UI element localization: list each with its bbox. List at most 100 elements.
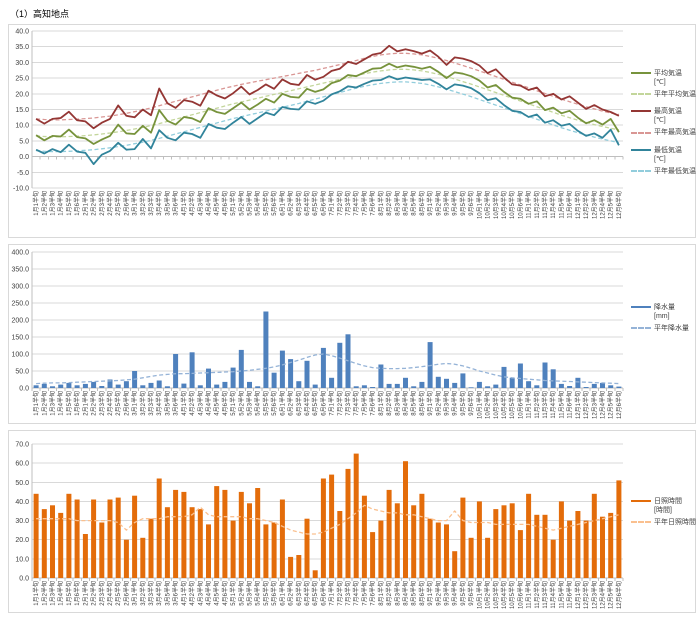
svg-text:11月3半旬: 11月3半旬 [541,581,549,609]
temperature-plot: -10.0 -5.0 0.0 5.0 10.0 15.0 20.0 25.0 30.0 35.0 4… [13,29,624,219]
svg-text:3月6半旬: 3月6半旬 [172,391,180,416]
svg-text:8月6半旬: 8月6半旬 [418,581,426,606]
svg-text:6月4半旬: 6月4半旬 [303,191,311,216]
legend-unit: [℃] [654,79,666,87]
temperature-chart: -10.0 -5.0 0.0 5.0 10.0 15.0 20.0 25.0 30.0 35.0 4… [8,24,696,238]
legend-label: 平年日照時間 [654,519,696,527]
precipitation-legend: 降水量 [mm] 平年降水量 [631,303,689,336]
legend-unit: [℃] [654,155,666,163]
svg-text:12月6半旬: 12月6半旬 [615,391,623,419]
svg-text:12月1半旬: 12月1半旬 [574,581,582,609]
svg-text:7月2半旬: 7月2半旬 [336,581,344,606]
sunshine-chart: 0.0 10.0 20.0 30.0 40.0 50.0 60.0 70.0 1月1半旬 1月2半… [8,430,696,613]
svg-text:15.0: 15.0 [15,107,29,114]
svg-text:5月2半旬: 5月2半旬 [237,391,245,416]
svg-text:11月1半旬: 11月1半旬 [525,391,533,419]
svg-text:5月5半旬: 5月5半旬 [262,191,270,216]
svg-text:5月2半旬: 5月2半旬 [237,191,245,216]
svg-text:6月1半旬: 6月1半旬 [278,581,286,606]
svg-text:3月5半旬: 3月5半旬 [163,391,171,416]
svg-text:8月2半旬: 8月2半旬 [385,581,393,606]
svg-text:4月2半旬: 4月2半旬 [188,191,196,216]
svg-text:300.0: 300.0 [11,284,29,291]
svg-text:0.0: 0.0 [19,154,29,161]
svg-text:3月2半旬: 3月2半旬 [139,191,147,216]
svg-text:4月1半旬: 4月1半旬 [180,191,188,216]
svg-text:3月4半旬: 3月4半旬 [155,581,163,606]
max-temp-line-icon [631,110,651,113]
svg-text:12月2半旬: 12月2半旬 [582,191,590,219]
precipitation-bar-icon [631,306,651,309]
svg-text:8月5半旬: 8月5半旬 [410,191,418,216]
svg-text:12月3半旬: 12月3半旬 [590,581,598,609]
normal-avg-temp-line-icon [631,93,651,96]
svg-text:4月5半旬: 4月5半旬 [213,191,221,216]
svg-text:4月2半旬: 4月2半旬 [188,581,196,606]
svg-text:3月3半旬: 3月3半旬 [147,391,155,416]
svg-text:6月6半旬: 6月6半旬 [319,581,327,606]
svg-text:10月2半旬: 10月2半旬 [484,391,492,419]
svg-text:8月4半旬: 8月4半旬 [402,191,410,216]
svg-text:5月3半旬: 5月3半旬 [246,581,254,606]
svg-text:100.0: 100.0 [11,352,29,359]
svg-text:12月1半旬: 12月1半旬 [574,391,582,419]
svg-text:12月4半旬: 12月4半旬 [599,391,607,419]
svg-text:9月4半旬: 9月4半旬 [451,391,459,416]
legend-label: 平均気温 [654,70,682,77]
sunshine-bar-icon [631,500,651,503]
svg-text:5月1半旬: 5月1半旬 [229,581,237,606]
svg-text:1月6半旬: 1月6半旬 [73,191,81,216]
svg-text:9月5半旬: 9月5半旬 [459,581,467,606]
line-最低気温 [35,75,620,166]
svg-text:12月2半旬: 12月2半旬 [582,391,590,419]
svg-text:11月1半旬: 11月1半旬 [525,191,533,219]
svg-text:10月1半旬: 10月1半旬 [475,191,483,219]
svg-text:2月2半旬: 2月2半旬 [90,391,98,416]
svg-text:4月5半旬: 4月5半旬 [213,391,221,416]
svg-text:1月2半旬: 1月2半旬 [40,391,48,416]
svg-text:7月1半旬: 7月1半旬 [328,581,336,606]
svg-text:7月4半旬: 7月4半旬 [352,391,360,416]
svg-text:11月2半旬: 11月2半旬 [533,581,541,609]
svg-text:5月1半旬: 5月1半旬 [229,391,237,416]
svg-text:12月6半旬: 12月6半旬 [615,191,623,219]
svg-text:8月4半旬: 8月4半旬 [402,391,410,416]
svg-text:10月3半旬: 10月3半旬 [492,391,500,419]
svg-text:350.0: 350.0 [11,267,29,274]
svg-text:2月6半旬: 2月6半旬 [122,581,130,606]
legend-item-normal-sunshine: 平年日照時間 [631,518,696,527]
svg-text:9月6半旬: 9月6半旬 [467,191,475,216]
svg-text:11月4半旬: 11月4半旬 [549,191,557,219]
svg-text:5月6半旬: 5月6半旬 [270,191,278,216]
legend-item-precipitation: 降水量 [mm] [631,303,689,321]
legend-item-normal-max-temp: 平年最高気温 [631,128,696,137]
svg-text:200.0: 200.0 [11,318,29,325]
svg-text:8月3半旬: 8月3半旬 [393,581,401,606]
svg-text:10.0: 10.0 [15,556,29,563]
svg-text:250.0: 250.0 [11,301,29,308]
legend-item-max-temp: 最高気温 [℃] [631,107,696,125]
svg-text:3月2半旬: 3月2半旬 [139,581,147,606]
axes [31,31,624,188]
svg-text:4月1半旬: 4月1半旬 [180,581,188,606]
normal-sunshine-line-icon [631,521,651,524]
svg-text:1月4半旬: 1月4半旬 [57,191,65,216]
svg-text:2月1半旬: 2月1半旬 [81,581,89,606]
svg-text:2月4半旬: 2月4半旬 [106,191,114,216]
svg-text:8月4半旬: 8月4半旬 [402,581,410,606]
svg-text:7月3半旬: 7月3半旬 [344,581,352,606]
legend-item-normal-precipitation: 平年降水量 [631,324,689,333]
svg-text:6月1半旬: 6月1半旬 [278,191,286,216]
sunshine-plot: 0.0 10.0 20.0 30.0 40.0 50.0 60.0 70.0 1月1半旬 1月2半… [15,442,624,609]
svg-text:25.0: 25.0 [15,76,29,83]
svg-text:3月2半旬: 3月2半旬 [139,391,147,416]
line-平年日照時間 [36,504,620,535]
svg-text:40.0: 40.0 [15,499,29,506]
svg-text:9月1半旬: 9月1半旬 [426,391,434,416]
svg-text:150.0: 150.0 [11,335,29,342]
legend-label: 平年最高気温 [654,129,696,137]
svg-text:1月6半旬: 1月6半旬 [73,391,81,416]
svg-text:10月6半旬: 10月6半旬 [516,391,524,419]
svg-text:4月1半旬: 4月1半旬 [180,391,188,416]
svg-text:12月4半旬: 12月4半旬 [599,191,607,219]
